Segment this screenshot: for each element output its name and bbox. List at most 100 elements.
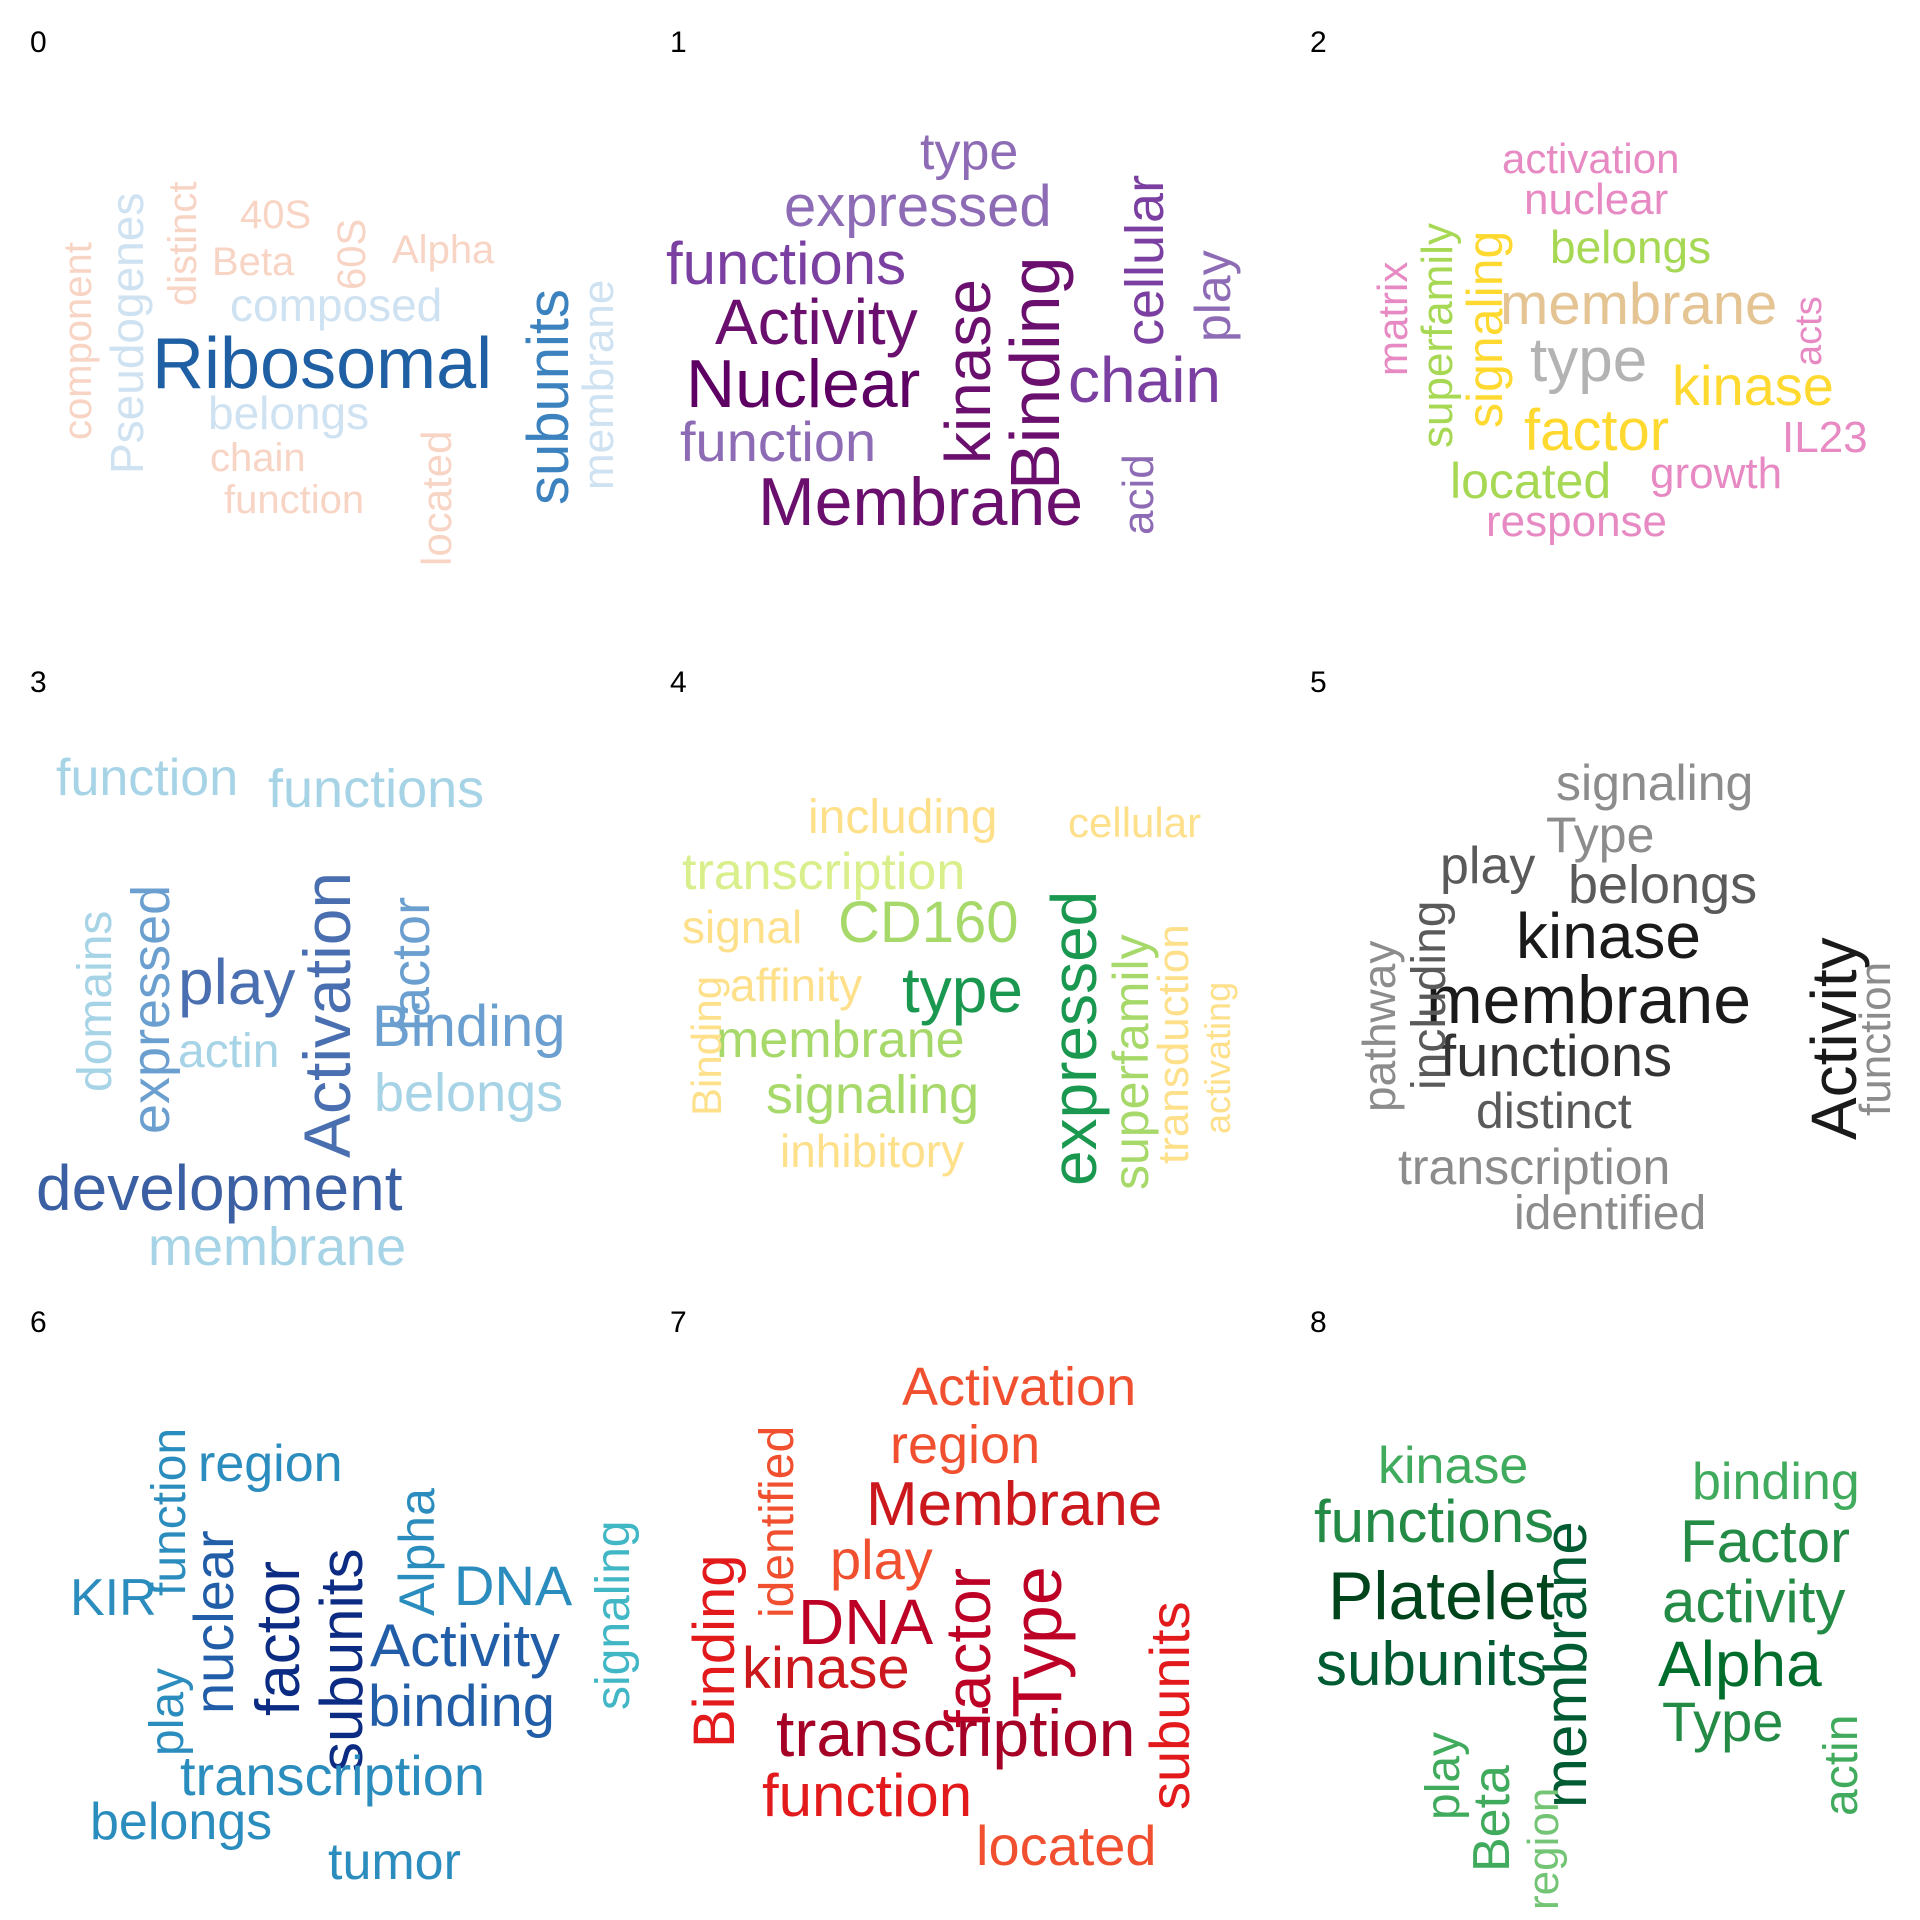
word: activating: [1197, 981, 1238, 1134]
word: Beta: [1463, 1765, 1521, 1872]
word: Activation: [902, 1357, 1137, 1417]
word: activation: [1502, 135, 1680, 182]
word: Platelet: [1328, 1558, 1555, 1634]
word: kinase: [932, 279, 1004, 464]
panel-index: 7: [670, 1306, 687, 1339]
word: tumor: [328, 1833, 461, 1891]
word: membrane: [1532, 1521, 1599, 1808]
word: function: [762, 1762, 973, 1829]
wordcloud-panel-0: 0 Ribosomal subunits membrane Pseudogene…: [0, 0, 640, 640]
word: kinase: [1378, 1437, 1529, 1495]
word: Pseudogenes: [101, 192, 153, 474]
word: Alpha: [389, 1488, 445, 1616]
wordcloud-panel-5: 5 signaling Type play belongs kinase mem…: [1280, 640, 1920, 1280]
word: activity: [1662, 1568, 1846, 1635]
word: membrane: [148, 1217, 407, 1277]
word: type: [902, 954, 1023, 1026]
word: domains: [69, 910, 122, 1092]
word: region: [198, 1435, 343, 1493]
word: play: [1185, 250, 1241, 342]
wordcloud-panel-3: 3 function functions domains expressed p…: [0, 640, 640, 1280]
word: play: [1417, 1731, 1470, 1820]
word: nuclear: [1524, 175, 1669, 224]
wordcloud-panel-2: 2 activation nuclear belongs membrane ty…: [1280, 0, 1920, 640]
word: type: [1530, 326, 1648, 395]
word: factor: [244, 1560, 313, 1716]
panel-index: 5: [1310, 666, 1327, 699]
word: Alpha: [1658, 1628, 1822, 1700]
word: belongs: [374, 1063, 564, 1123]
panel-index: 2: [1310, 26, 1327, 59]
word: subunits: [1316, 1630, 1547, 1699]
word: 40S: [240, 193, 312, 237]
word: binding: [368, 1674, 556, 1739]
word: DNA: [798, 1586, 934, 1658]
word: response: [1486, 497, 1668, 546]
word: composed: [230, 279, 443, 331]
word: Binding: [996, 256, 1074, 490]
word: Binding: [372, 994, 566, 1059]
panel-index: 0: [30, 26, 47, 59]
word: Binding: [682, 1554, 747, 1748]
word: DNA: [454, 1554, 573, 1617]
word: affinity: [730, 959, 863, 1011]
word: chain: [1068, 344, 1221, 416]
word: development: [36, 1152, 403, 1224]
wordcloud-panel-7: 7 Activation region Membrane identified …: [640, 1280, 1280, 1920]
word: function: [224, 478, 365, 522]
word: expressed: [784, 174, 1052, 239]
word: signaling: [766, 1065, 980, 1125]
word: kinase: [1516, 900, 1701, 972]
word: signaling: [1457, 230, 1513, 428]
word: signaling: [587, 1520, 640, 1710]
word: inhibitory: [780, 1125, 965, 1177]
word: signaling: [1556, 755, 1754, 811]
word: Type: [1546, 807, 1655, 863]
word: Nuclear: [686, 346, 921, 422]
word: CD160: [838, 890, 1019, 955]
word: functions: [268, 759, 485, 819]
word: region: [890, 1415, 1041, 1475]
panel-index: 1: [670, 26, 687, 59]
word: cellular: [1068, 799, 1202, 846]
word: binding: [1692, 1453, 1860, 1511]
word: Beta: [212, 240, 295, 284]
word: membrane: [716, 1011, 965, 1069]
word: including: [808, 791, 998, 844]
panel-index: 3: [30, 666, 47, 699]
word: Activation: [290, 871, 364, 1158]
word: subunits: [516, 288, 581, 505]
word: Ribosomal: [152, 324, 493, 404]
wordcloud-panel-6: 6 function region KIR play nuclear facto…: [0, 1280, 640, 1920]
word: function: [1851, 961, 1900, 1116]
word: growth: [1650, 449, 1783, 498]
word: functions: [1314, 1488, 1555, 1555]
word: transduction: [1149, 924, 1198, 1164]
panel-index: 6: [30, 1306, 47, 1339]
word: function: [56, 749, 239, 807]
word: kinase: [1672, 354, 1834, 417]
word: cellular: [1115, 174, 1175, 346]
word: membrane: [1500, 272, 1778, 337]
word: superfamily: [1413, 223, 1462, 448]
word: acid: [1114, 454, 1163, 535]
word: subunits: [308, 1548, 375, 1772]
word: Binding: [683, 975, 730, 1116]
word: belongs: [1568, 855, 1758, 915]
word: actin: [178, 1025, 280, 1078]
panel-index: 4: [670, 666, 687, 699]
word: located: [976, 1814, 1157, 1877]
word: subunits: [1138, 1601, 1201, 1810]
word: distinct: [161, 181, 205, 307]
word: belongs: [1550, 221, 1712, 273]
word: identified: [1514, 1187, 1707, 1240]
word: region: [1519, 1787, 1568, 1910]
word: transcription: [776, 1696, 1136, 1770]
word: play: [1440, 837, 1536, 895]
word: distinct: [1476, 1083, 1632, 1139]
panel-index: 8: [1310, 1306, 1327, 1339]
word: transcription: [180, 1744, 486, 1807]
word: acts: [1788, 296, 1830, 366]
word: factor: [1524, 398, 1670, 463]
word: Membrane: [758, 464, 1084, 540]
